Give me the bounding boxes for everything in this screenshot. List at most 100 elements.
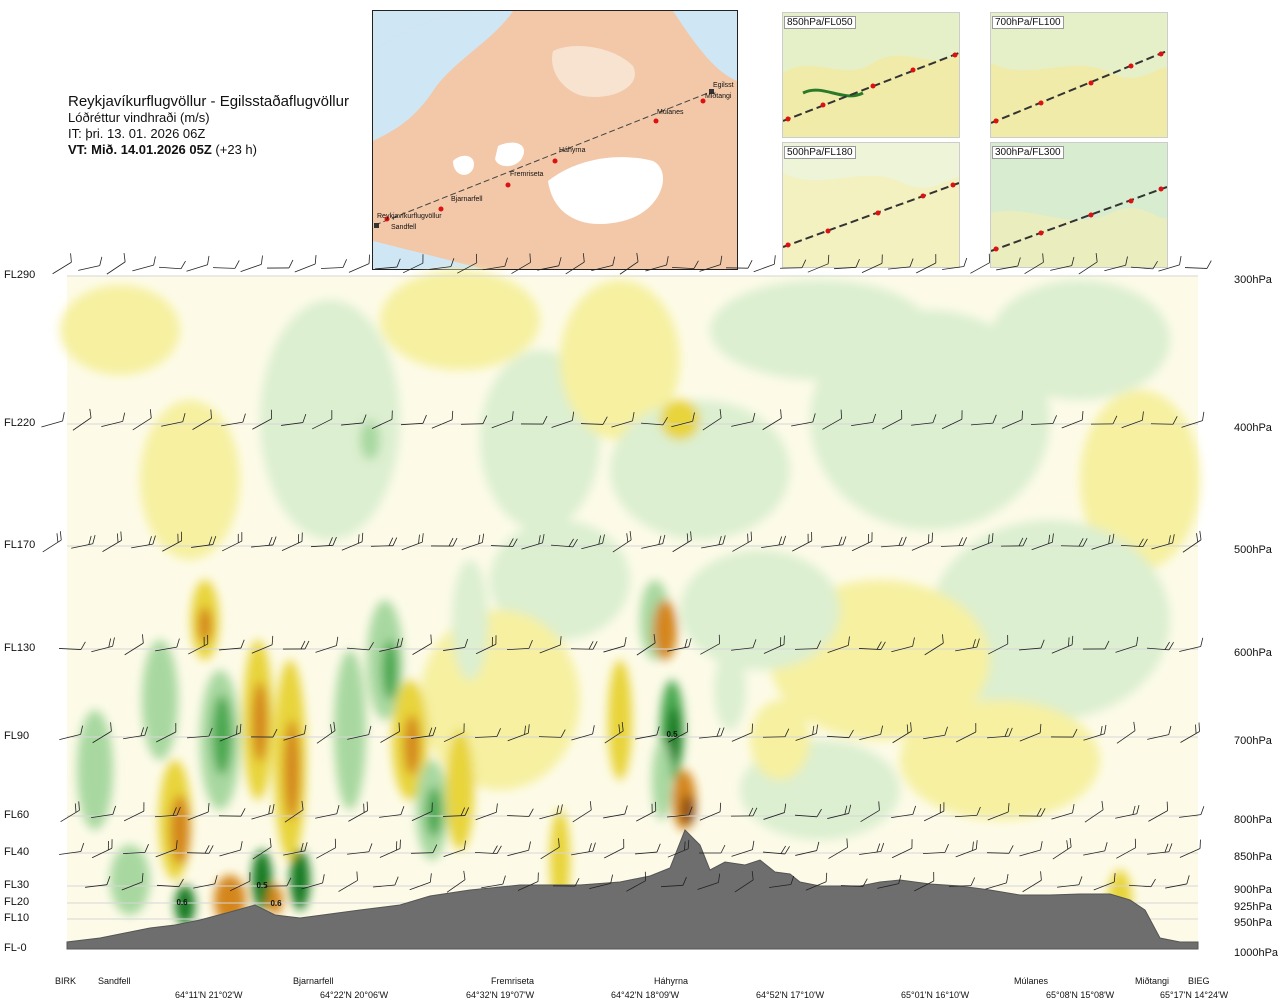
wind-barb bbox=[1082, 640, 1110, 650]
wind-barb bbox=[604, 722, 624, 744]
value-label: 0.5 bbox=[256, 881, 268, 890]
wind-barb bbox=[156, 878, 184, 888]
wind-barb bbox=[700, 634, 721, 655]
wind-barb bbox=[370, 537, 398, 547]
wind-barb bbox=[792, 531, 813, 552]
wind-barb bbox=[795, 808, 822, 818]
wind-barb bbox=[641, 416, 668, 426]
left-tick-label: FL10 bbox=[4, 912, 30, 924]
left-tick-label: FL60 bbox=[4, 809, 30, 821]
wind-barb bbox=[833, 258, 860, 270]
wind-barb bbox=[859, 842, 885, 855]
velocity-blob bbox=[212, 695, 232, 775]
velocity-blob bbox=[77, 710, 113, 830]
wind-barb bbox=[310, 536, 337, 548]
wind-barb bbox=[379, 806, 405, 818]
wind-barb bbox=[1052, 837, 1072, 860]
wind-barb bbox=[348, 254, 370, 273]
map-label-hahyrna: Háhyrna bbox=[559, 147, 586, 154]
coordinate-label: 64°11'N 21°02'W bbox=[175, 990, 243, 1000]
wind-barb bbox=[1061, 411, 1084, 429]
wind-barb bbox=[507, 841, 531, 857]
wind-barb bbox=[822, 409, 842, 430]
wind-barb bbox=[102, 531, 122, 552]
velocity-blob bbox=[110, 845, 150, 915]
wind-barb bbox=[877, 874, 902, 889]
thumbnail-850hpa-svg bbox=[783, 13, 959, 137]
wind-barb bbox=[1131, 260, 1158, 270]
thumbnail-label-700hpa: 700hPa/FL100 bbox=[992, 16, 1064, 29]
wind-barb bbox=[281, 532, 303, 551]
wind-barb bbox=[474, 728, 501, 738]
wind-barb bbox=[860, 801, 880, 823]
wind-barb bbox=[667, 806, 693, 818]
wind-barb bbox=[828, 838, 848, 859]
wind-barb bbox=[1084, 800, 1104, 823]
wind-barb bbox=[161, 413, 186, 427]
wind-barb bbox=[411, 802, 433, 821]
wind-barb bbox=[409, 873, 432, 891]
wind-barb bbox=[71, 535, 96, 549]
wind-barb bbox=[1018, 808, 1046, 817]
wind-barb bbox=[821, 536, 847, 548]
wind-barb bbox=[791, 413, 816, 427]
wind-barb bbox=[1019, 723, 1042, 742]
wind-barb bbox=[795, 841, 820, 856]
wind-barb bbox=[218, 808, 246, 817]
map-label-egilsst: Egilsst bbox=[713, 82, 734, 89]
wind-barb bbox=[106, 252, 126, 275]
wind-barb bbox=[763, 803, 787, 820]
wind-barb bbox=[1050, 728, 1078, 738]
wind-barb bbox=[805, 872, 828, 891]
wind-barb bbox=[794, 640, 822, 650]
wind-barb bbox=[219, 841, 243, 857]
wind-barb bbox=[1093, 873, 1116, 891]
left-tick-label: FL30 bbox=[4, 879, 30, 891]
wind-barb bbox=[827, 636, 850, 654]
wind-barb bbox=[443, 840, 466, 857]
velocity-blob bbox=[714, 650, 746, 730]
wind-barb bbox=[763, 635, 785, 654]
wind-barb bbox=[446, 870, 466, 893]
wind-barb bbox=[348, 801, 368, 822]
wind-barb bbox=[192, 409, 212, 430]
wind-barb bbox=[922, 844, 949, 855]
velocity-blob bbox=[142, 640, 178, 760]
velocity-blob bbox=[334, 650, 366, 810]
velocity-blob bbox=[680, 550, 840, 670]
wind-barb bbox=[916, 254, 937, 274]
wind-barb bbox=[132, 256, 156, 272]
velocity-blob bbox=[653, 600, 677, 660]
wind-barb bbox=[347, 725, 372, 740]
velocity-blob bbox=[382, 640, 398, 700]
wind-barb bbox=[612, 530, 632, 553]
wind-barb bbox=[402, 254, 424, 274]
wind-barb bbox=[881, 536, 907, 548]
route-map: Reykjavíkurflugvöllur Sandfell Bjarnarfe… bbox=[372, 10, 738, 270]
wind-barb bbox=[1121, 411, 1144, 429]
wind-barb bbox=[1083, 724, 1107, 741]
wind-barb bbox=[481, 875, 506, 889]
wind-barb bbox=[401, 533, 424, 551]
wind-barb bbox=[914, 872, 935, 892]
wind-barb bbox=[551, 538, 578, 548]
velocity-blob bbox=[608, 660, 632, 780]
wind-barb bbox=[699, 802, 722, 821]
wind-barb bbox=[1115, 804, 1140, 819]
map-label-sandfell: Sandfell bbox=[391, 224, 417, 231]
wind-barb bbox=[294, 255, 317, 273]
wind-barb bbox=[667, 839, 690, 858]
thumbnail-500hpa: 500hPa/FL180 bbox=[782, 142, 960, 268]
wind-barb bbox=[191, 535, 217, 548]
wind-barb bbox=[603, 805, 628, 819]
right-tick-label: 950hPa bbox=[1234, 917, 1272, 929]
wind-barb bbox=[156, 723, 177, 743]
wind-barb bbox=[60, 801, 80, 823]
coordinate-label: 65°17'N 14°24'W bbox=[1160, 990, 1229, 1000]
velocity-blob bbox=[1080, 390, 1200, 570]
wind-barb bbox=[572, 801, 592, 823]
value-labels: 0.60.50.60.5 bbox=[176, 730, 678, 908]
wind-barb bbox=[730, 807, 758, 817]
wind-barb bbox=[891, 839, 913, 859]
wind-barb bbox=[1147, 725, 1172, 740]
